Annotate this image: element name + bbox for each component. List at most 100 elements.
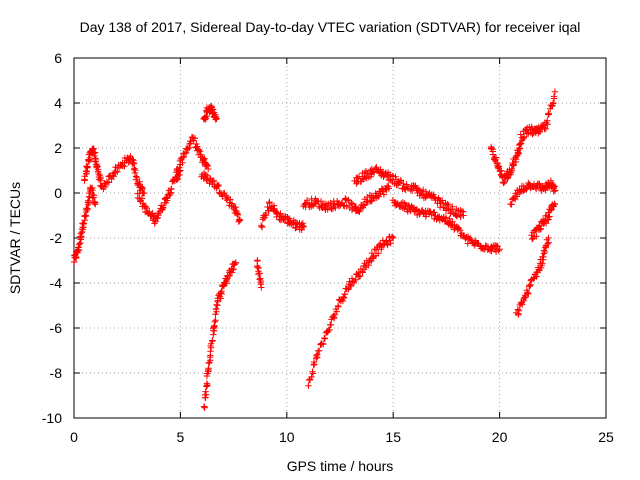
chart-title: Day 138 of 2017, Sidereal Day-to-day VTE… <box>80 19 581 35</box>
data-point <box>546 213 553 220</box>
data-point <box>492 156 499 163</box>
data-point <box>343 203 350 210</box>
data-point <box>160 204 167 212</box>
data-point <box>507 169 514 176</box>
data-point <box>201 404 208 411</box>
data-point <box>202 171 209 178</box>
data-point <box>332 204 339 212</box>
data-point <box>528 232 535 239</box>
data-point <box>340 202 347 209</box>
data-point <box>256 270 263 277</box>
data-point <box>257 279 264 286</box>
data-point <box>522 293 529 301</box>
data-point <box>345 286 352 293</box>
data-point <box>75 247 83 254</box>
data-point <box>266 198 273 206</box>
data-point <box>203 391 210 398</box>
data-point <box>551 187 559 194</box>
data-point <box>313 352 320 359</box>
data-point <box>213 301 220 308</box>
data-point <box>412 182 419 189</box>
data-point <box>510 162 517 169</box>
data-point <box>211 318 218 325</box>
data-point <box>207 344 215 351</box>
data-point <box>515 150 523 157</box>
data-point <box>90 192 98 199</box>
data-point <box>375 193 382 200</box>
data-point <box>305 382 312 389</box>
data-point <box>500 179 507 187</box>
data-point <box>390 234 397 242</box>
data-point <box>311 361 318 368</box>
data-point <box>206 353 214 361</box>
data-point <box>455 225 462 232</box>
data-point <box>180 153 187 160</box>
data-point <box>441 217 449 225</box>
data-point <box>520 297 527 305</box>
axis-ticks: 0 5 10 15 20 25 -10 -8 -6 -4 -2 0 2 4 6 <box>42 50 614 445</box>
data-point <box>539 260 546 267</box>
data-point <box>309 370 317 377</box>
data-point <box>196 148 204 155</box>
data-point <box>442 214 450 221</box>
data-point <box>152 218 159 225</box>
data-point <box>191 135 199 142</box>
data-point <box>359 269 366 276</box>
y-tick-label: 2 <box>54 140 62 156</box>
data-point <box>299 220 307 227</box>
data-point <box>367 173 375 180</box>
data-point <box>132 166 139 174</box>
y-tick-label: -10 <box>42 410 62 426</box>
data-point <box>92 201 99 208</box>
data-point <box>166 192 173 199</box>
data-point <box>114 168 121 175</box>
data-point <box>548 103 556 110</box>
x-tick-label: 10 <box>279 429 295 445</box>
data-point <box>357 272 364 280</box>
data-point <box>203 176 210 184</box>
data-point <box>204 162 212 170</box>
data-point <box>335 303 342 310</box>
data-point <box>333 308 340 315</box>
data-point <box>232 259 239 266</box>
y-tick-label: -6 <box>50 320 63 336</box>
data-point <box>138 195 146 202</box>
x-tick-label: 5 <box>177 429 185 445</box>
data-point <box>360 176 367 183</box>
data-point <box>179 159 186 166</box>
data-point <box>258 284 265 291</box>
data-point <box>230 265 237 273</box>
y-tick-label: -4 <box>50 275 63 291</box>
data-point <box>529 235 537 242</box>
data-point <box>360 202 367 209</box>
data-point <box>121 163 128 170</box>
data-point <box>533 185 540 193</box>
y-tick-label: 4 <box>54 95 62 111</box>
data-point <box>231 261 238 268</box>
data-point <box>545 234 552 242</box>
data-point <box>234 211 241 219</box>
data-point <box>302 200 309 207</box>
data-point <box>446 215 453 222</box>
data-point <box>537 225 545 232</box>
data-point <box>85 197 92 204</box>
data-point <box>76 240 84 247</box>
data-point <box>200 403 208 410</box>
data-point <box>213 115 220 122</box>
data-point <box>495 163 503 170</box>
data-point <box>110 173 117 180</box>
data-point <box>202 388 209 395</box>
data-point <box>416 211 423 218</box>
data-point <box>508 167 516 174</box>
data-point <box>464 240 471 247</box>
data-point <box>368 249 376 257</box>
data-point <box>292 224 300 231</box>
data-point <box>263 211 270 219</box>
data-point <box>197 151 205 158</box>
y-tick-label: -8 <box>50 365 63 381</box>
data-point <box>326 326 333 334</box>
data-point <box>519 301 526 308</box>
data-point <box>168 185 175 193</box>
y-tick-label: 6 <box>54 50 62 66</box>
data-point <box>380 191 388 198</box>
